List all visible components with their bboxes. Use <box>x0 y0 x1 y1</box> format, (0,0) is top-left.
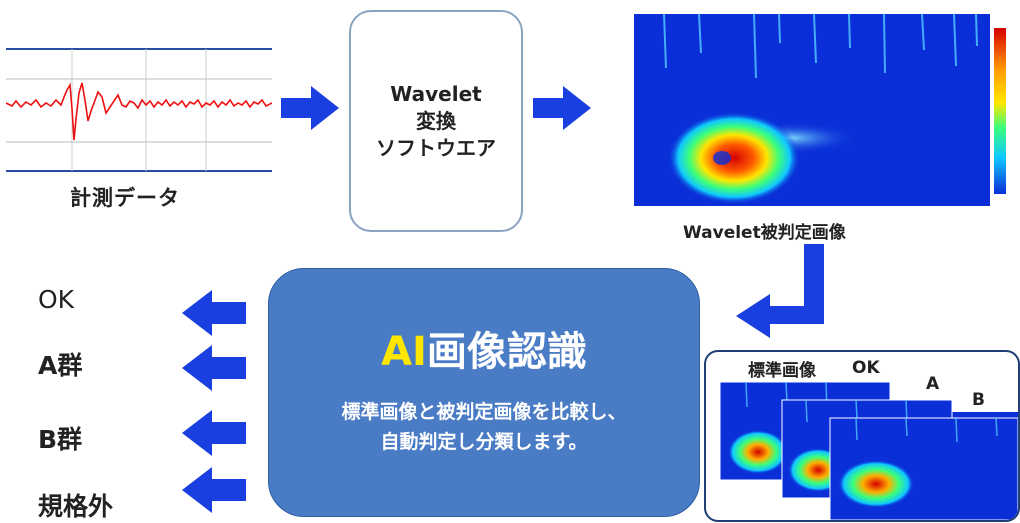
software-line2: 変換 <box>416 108 456 133</box>
left-arrow-icon <box>182 290 246 336</box>
software-line1: Wavelet <box>390 81 482 106</box>
ai-title: AI画像認識 <box>269 319 699 377</box>
left-arrow-icon <box>182 410 246 456</box>
output-ok: OK <box>38 285 75 314</box>
wavelet-software-box: Wavelet 変換 ソフトウエア <box>349 10 523 232</box>
right-arrow-icon <box>533 86 591 130</box>
ai-recognition-box: AI画像認識 標準画像と被判定画像を比較し、 自動判定し分類します。 <box>268 268 700 517</box>
standard-image-stack <box>719 381 1018 520</box>
elbow-arrow-icon <box>736 244 836 344</box>
left-arrow-icon <box>182 467 246 513</box>
standard-label-b: B <box>972 390 985 410</box>
ai-desc-line2: 自動判定し分類します。 <box>380 431 588 453</box>
left-arrow-icon <box>182 345 246 391</box>
ai-title-rest: 画像認識 <box>426 329 587 375</box>
wavelet-image-caption: Wavelet被判定画像 <box>683 223 846 243</box>
output-out-of-spec: 規格外 <box>38 492 114 521</box>
ai-title-accent: AI <box>381 329 427 375</box>
measurement-label: 計測データ <box>70 186 180 210</box>
output-group-a: A群 <box>38 351 83 380</box>
ai-desc-line1: 標準画像と被判定画像を比較し、 <box>341 401 627 423</box>
ai-description: 標準画像と被判定画像を比較し、 自動判定し分類します。 <box>269 397 699 457</box>
standard-images-title: 標準画像 <box>748 361 816 381</box>
measurement-chart <box>5 45 273 175</box>
wavelet-image <box>604 8 1014 214</box>
output-group-b: B群 <box>38 425 83 454</box>
software-line3: ソフトウエア <box>376 135 496 160</box>
standard-images-box: 標準画像 OK A B <box>704 350 1020 522</box>
right-arrow-icon <box>281 86 339 130</box>
standard-label-ok: OK <box>852 358 880 378</box>
signal-waveform <box>5 48 273 172</box>
standard-label-a: A <box>926 374 940 394</box>
